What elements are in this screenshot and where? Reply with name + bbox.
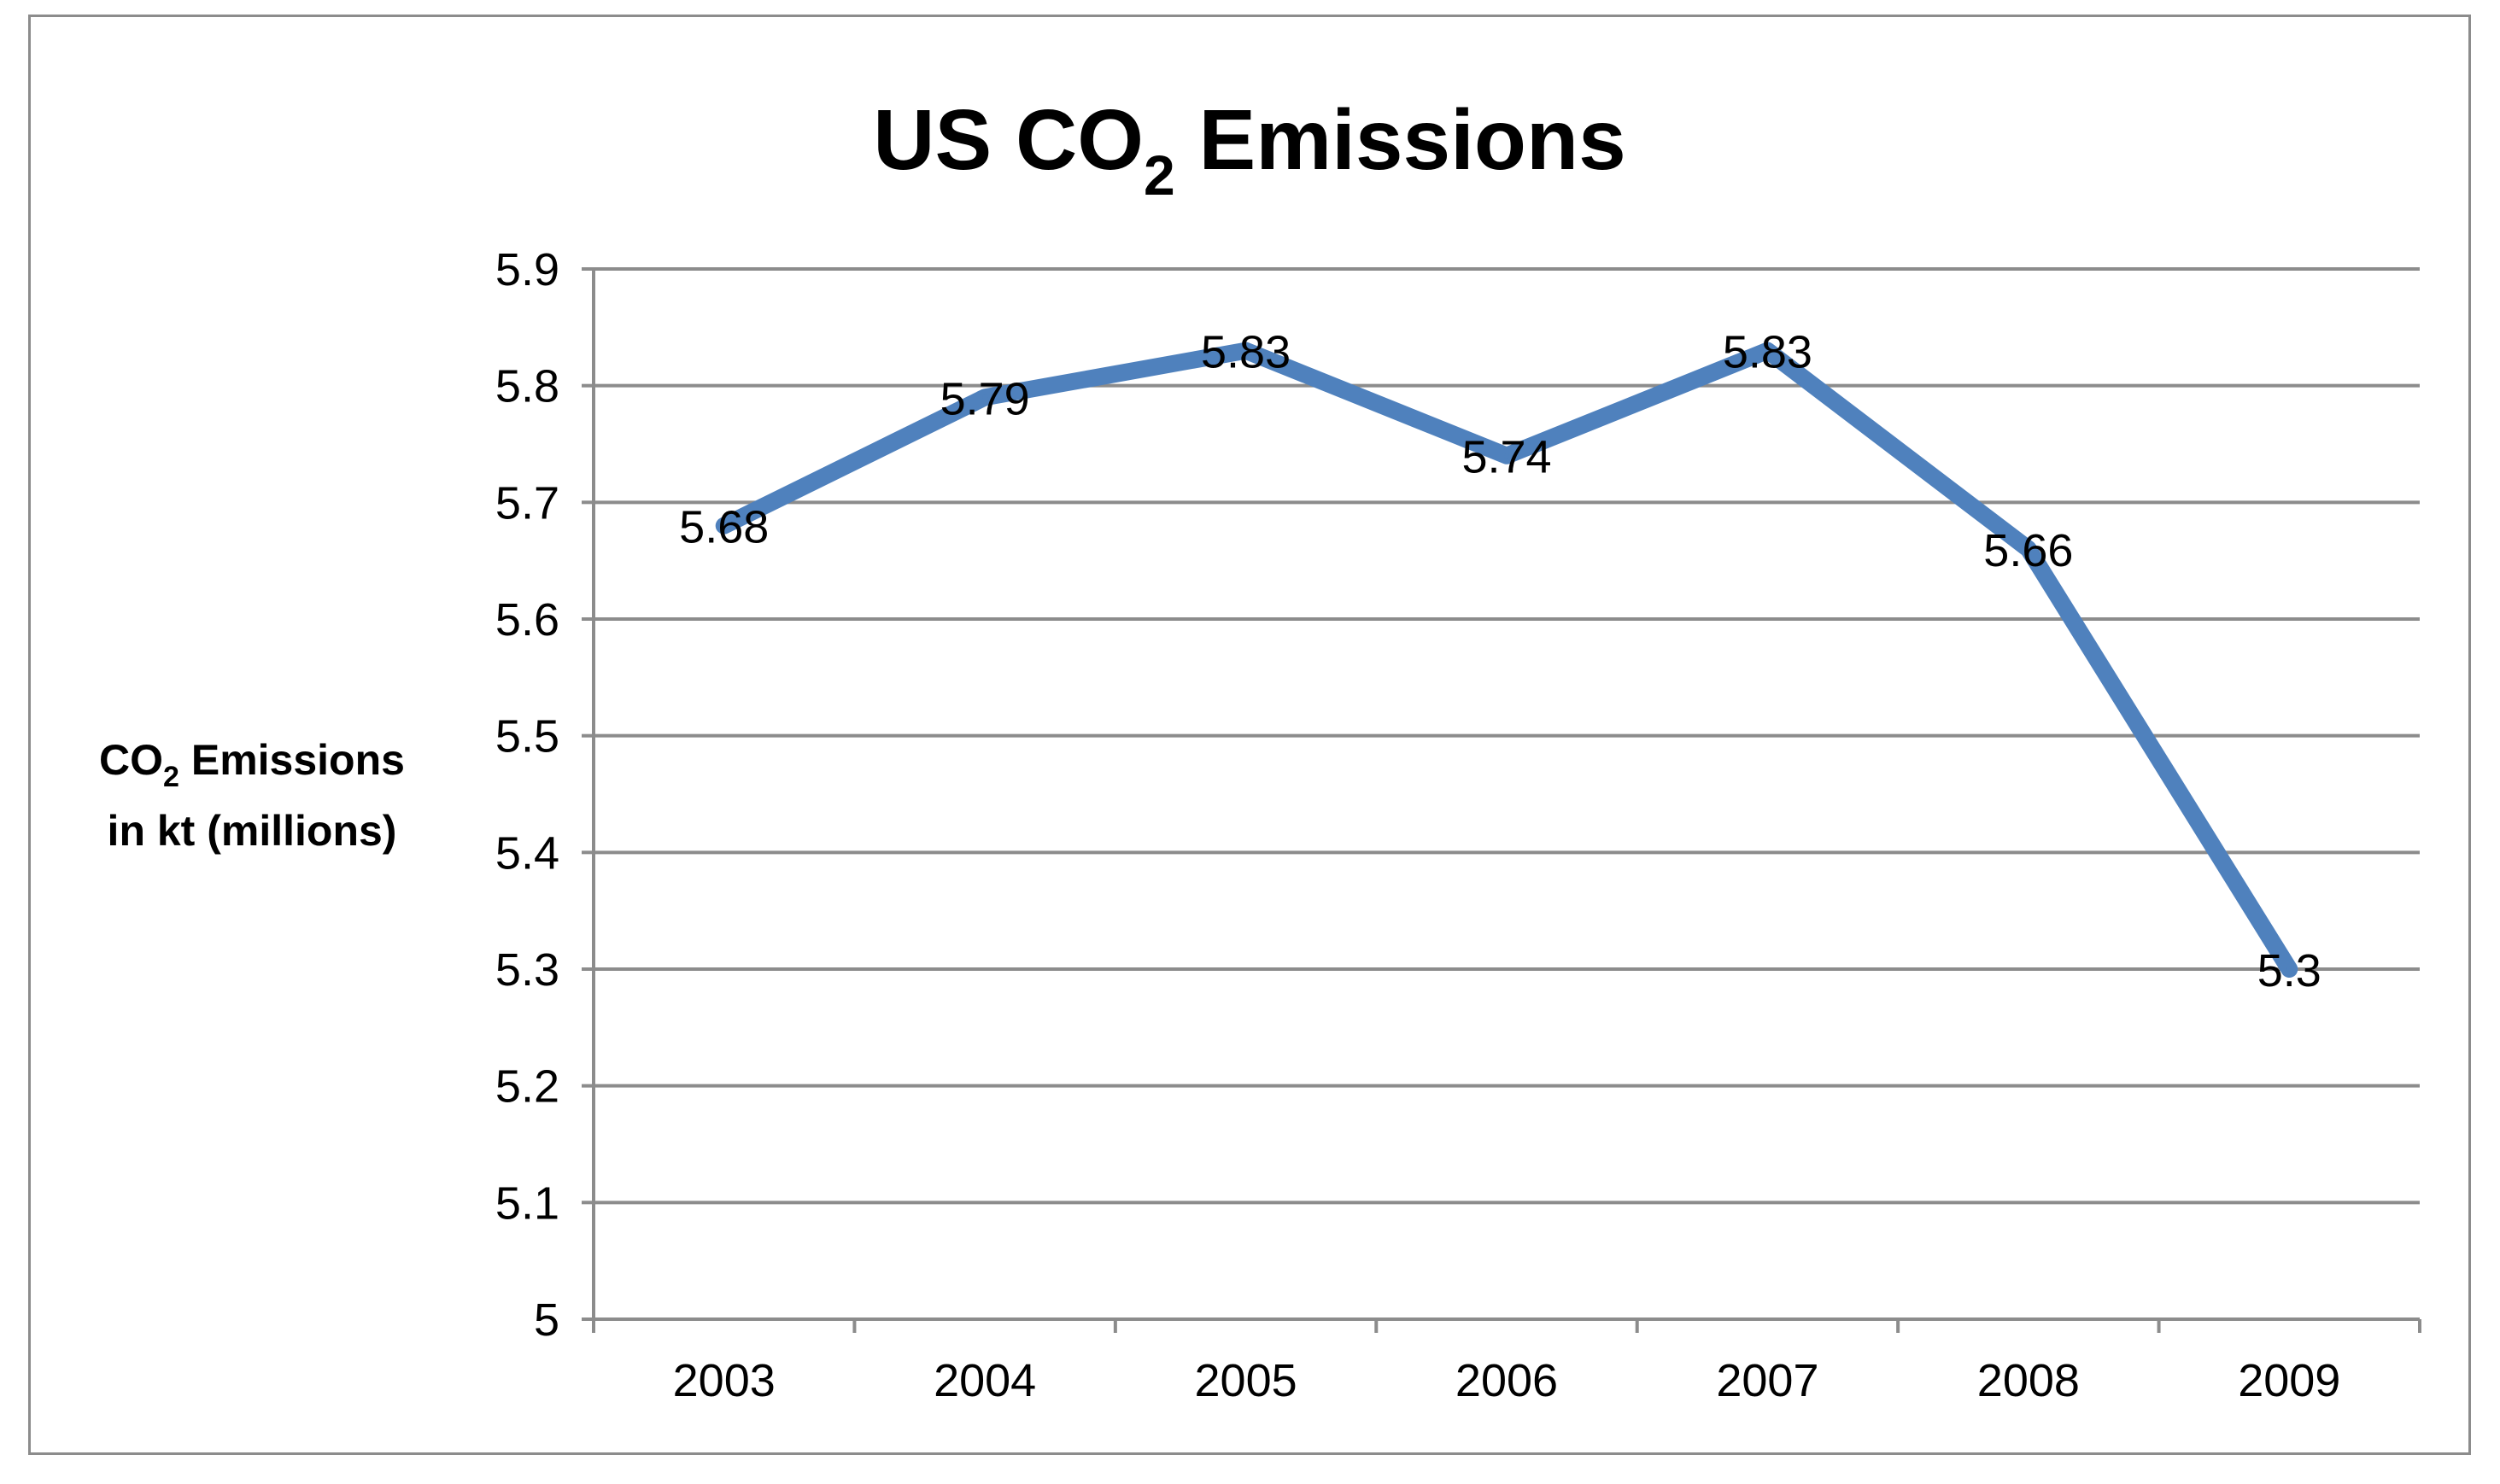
data-labels: 5.68 5.79 5.83 5.74 5.83 5.66 5.3	[679, 327, 2321, 996]
y-tick-label: 5.6	[495, 594, 559, 646]
x-tick-label: 2007	[1716, 1355, 1818, 1406]
x-tick-label: 2003	[673, 1355, 776, 1406]
y-tick-label: 5	[534, 1294, 559, 1346]
x-tick-label: 2005	[1195, 1355, 1297, 1406]
y-tick-label: 5.1	[495, 1177, 559, 1229]
chart-title-main: US CO	[873, 92, 1144, 188]
chart-title-subscript: 2	[1144, 143, 1175, 207]
data-point	[2286, 967, 2292, 972]
data-point	[1504, 453, 1509, 459]
x-tick-label: 2004	[934, 1355, 1036, 1406]
data-label: 5.74	[1461, 432, 1551, 483]
axes	[582, 267, 2421, 1333]
y-tick-label: 5.4	[495, 827, 559, 879]
data-point	[1243, 348, 1249, 353]
data-point	[721, 523, 727, 529]
y-tick-label: 5.5	[495, 711, 559, 762]
x-tick-label: 2006	[1455, 1355, 1558, 1406]
y-axis-title-line1: CO2 Emissions	[99, 736, 405, 793]
y-tick-label: 5.9	[495, 244, 559, 295]
y-tick-label: 5.2	[495, 1061, 559, 1113]
x-axis-tick-labels: 2003 2004 2005 2006 2007 2008 2009	[673, 1355, 2341, 1406]
data-label: 5.83	[1201, 327, 1291, 378]
data-label: 5.79	[940, 373, 1030, 424]
y-axis-tick-labels: 5 5.1 5.2 5.3 5.4 5.5 5.6 5.7 5.8 5.9	[495, 244, 559, 1346]
data-point	[1765, 348, 1771, 353]
y-tick-label: 5.7	[495, 477, 559, 529]
y-axis-title-line2: in kt (millions)	[108, 807, 397, 855]
chart-title-suffix: Emissions	[1175, 92, 1626, 188]
y-axis-title-suffix: Emissions	[179, 736, 405, 784]
y-axis-title-main: CO	[99, 736, 163, 784]
data-label: 5.83	[1723, 327, 1812, 378]
x-tick-label: 2008	[1977, 1355, 2080, 1406]
data-point	[982, 394, 988, 400]
gridlines	[594, 267, 2420, 1205]
y-axis-title-subscript: 2	[163, 761, 179, 793]
y-tick-label: 5.8	[495, 361, 559, 412]
data-label: 5.68	[679, 502, 769, 553]
data-label: 5.66	[1983, 525, 2073, 576]
data-point	[2025, 546, 2031, 552]
data-label: 5.3	[2257, 945, 2321, 996]
y-tick-label: 5.3	[495, 944, 559, 996]
chart-title: US CO2 Emissions	[873, 92, 1625, 207]
x-tick-label: 2009	[2238, 1355, 2340, 1406]
series-layer	[715, 342, 2298, 978]
